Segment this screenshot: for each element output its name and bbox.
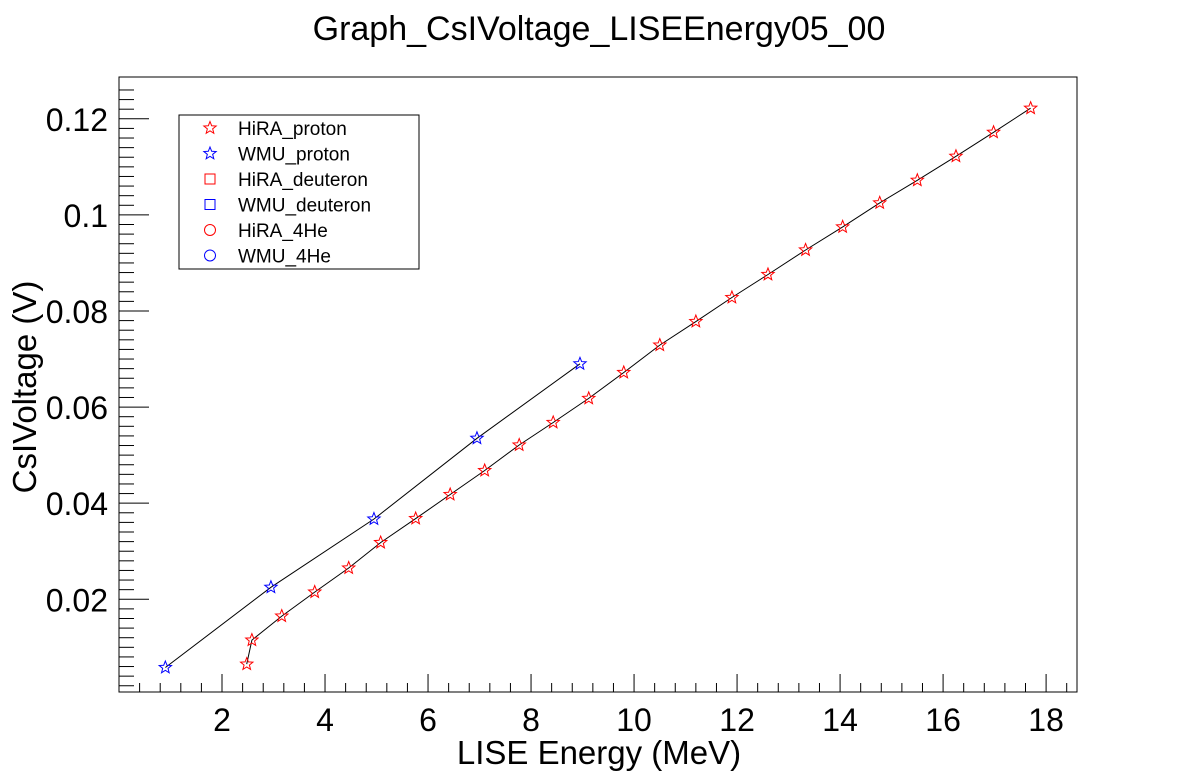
legend-label-hira-proton: HiRA_proton [238, 119, 347, 140]
y-tick-label: 0.08 [46, 294, 108, 330]
x-tick-label: 12 [719, 702, 755, 738]
x-tick-label: 2 [213, 702, 231, 738]
hira-proton-point [442, 486, 458, 501]
hira-proton-point [724, 289, 740, 304]
y-tick-label: 0.12 [46, 102, 108, 138]
hira-proton-point [239, 656, 255, 671]
data-markers [157, 100, 1039, 674]
x-axis-label: LISE Energy (MeV) [457, 734, 741, 771]
wmu-proton-point [572, 355, 588, 371]
hira-proton-point [545, 414, 561, 429]
series-lines [165, 107, 1031, 668]
y-axis-label: CsIVoltage (V) [6, 281, 43, 494]
x-tick-label: 14 [822, 702, 858, 738]
chart-title: Graph_CsIVoltage_LISEEnergy05_00 [313, 10, 886, 48]
x-tick-label: 18 [1028, 702, 1064, 738]
legend-box [178, 114, 420, 270]
wmu-proton-point [157, 659, 173, 674]
plot-frame [118, 76, 1078, 693]
legend-label-hira-deuteron: HiRA_deuteron [238, 170, 368, 191]
y-tick-label: 0.04 [46, 486, 108, 522]
hira-proton-point [373, 534, 389, 549]
hira-proton-point [274, 608, 290, 623]
hira-proton-point [511, 437, 527, 452]
legend-marker-hira-deuteron [204, 173, 216, 185]
hira-proton-point [798, 242, 814, 257]
y-tick-label: 0.02 [46, 582, 108, 618]
hira-proton-point [341, 560, 357, 575]
axes: 2 4 6 8 10 12 14 16 18 0.02 0.04 0.06 0.08 0.1 0.12 [46, 89, 1068, 738]
legend-marker-wmu-4he [204, 249, 216, 262]
legend-label-wmu-4he: WMU_4He [238, 247, 331, 268]
x-tick-label: 16 [925, 702, 961, 738]
hira-proton-point [688, 313, 704, 328]
y-tick-label: 0.1 [64, 198, 108, 234]
legend-label-wmu-proton: WMU_proton [238, 145, 350, 166]
hira-proton-point [244, 632, 260, 647]
hira-proton-point [408, 510, 424, 525]
hira-proton-point [652, 337, 668, 352]
wmu-proton-line [165, 363, 581, 668]
hira-proton-point [581, 390, 597, 405]
x-tick-label: 4 [316, 702, 334, 738]
hira-proton-point [909, 172, 925, 187]
hira-proton-point [760, 266, 776, 281]
x-tick-label: 8 [522, 702, 540, 738]
hira-proton-point [986, 124, 1002, 139]
legend-label-wmu-deuteron: WMU_deuteron [238, 196, 371, 217]
hira-proton-point [307, 584, 323, 599]
legend-marker-hira-proton [202, 120, 218, 135]
wmu-proton-point [263, 579, 279, 594]
wmu-proton-point [366, 511, 382, 526]
legend-marker-hira-4he [204, 224, 216, 236]
legend-marker-wmu-proton [202, 145, 218, 160]
hira-proton-point [872, 194, 888, 210]
hira-proton-point [477, 462, 493, 477]
x-tick-label: 6 [419, 702, 437, 738]
hira-proton-point [1023, 100, 1039, 115]
hira-proton-line [246, 107, 1031, 665]
wmu-proton-point [469, 430, 485, 445]
hira-proton-point [616, 364, 632, 379]
hira-proton-point [835, 219, 851, 234]
legend: HiRA_proton WMU_proton HiRA_deuteron WMU_de… [178, 114, 420, 270]
x-tick-label: 10 [616, 702, 652, 738]
legend-label-hira-4he: HiRA_4He [238, 221, 328, 242]
legend-marker-wmu-deuteron [204, 199, 216, 210]
hira-proton-point [948, 148, 964, 163]
y-tick-label: 0.06 [46, 390, 108, 426]
